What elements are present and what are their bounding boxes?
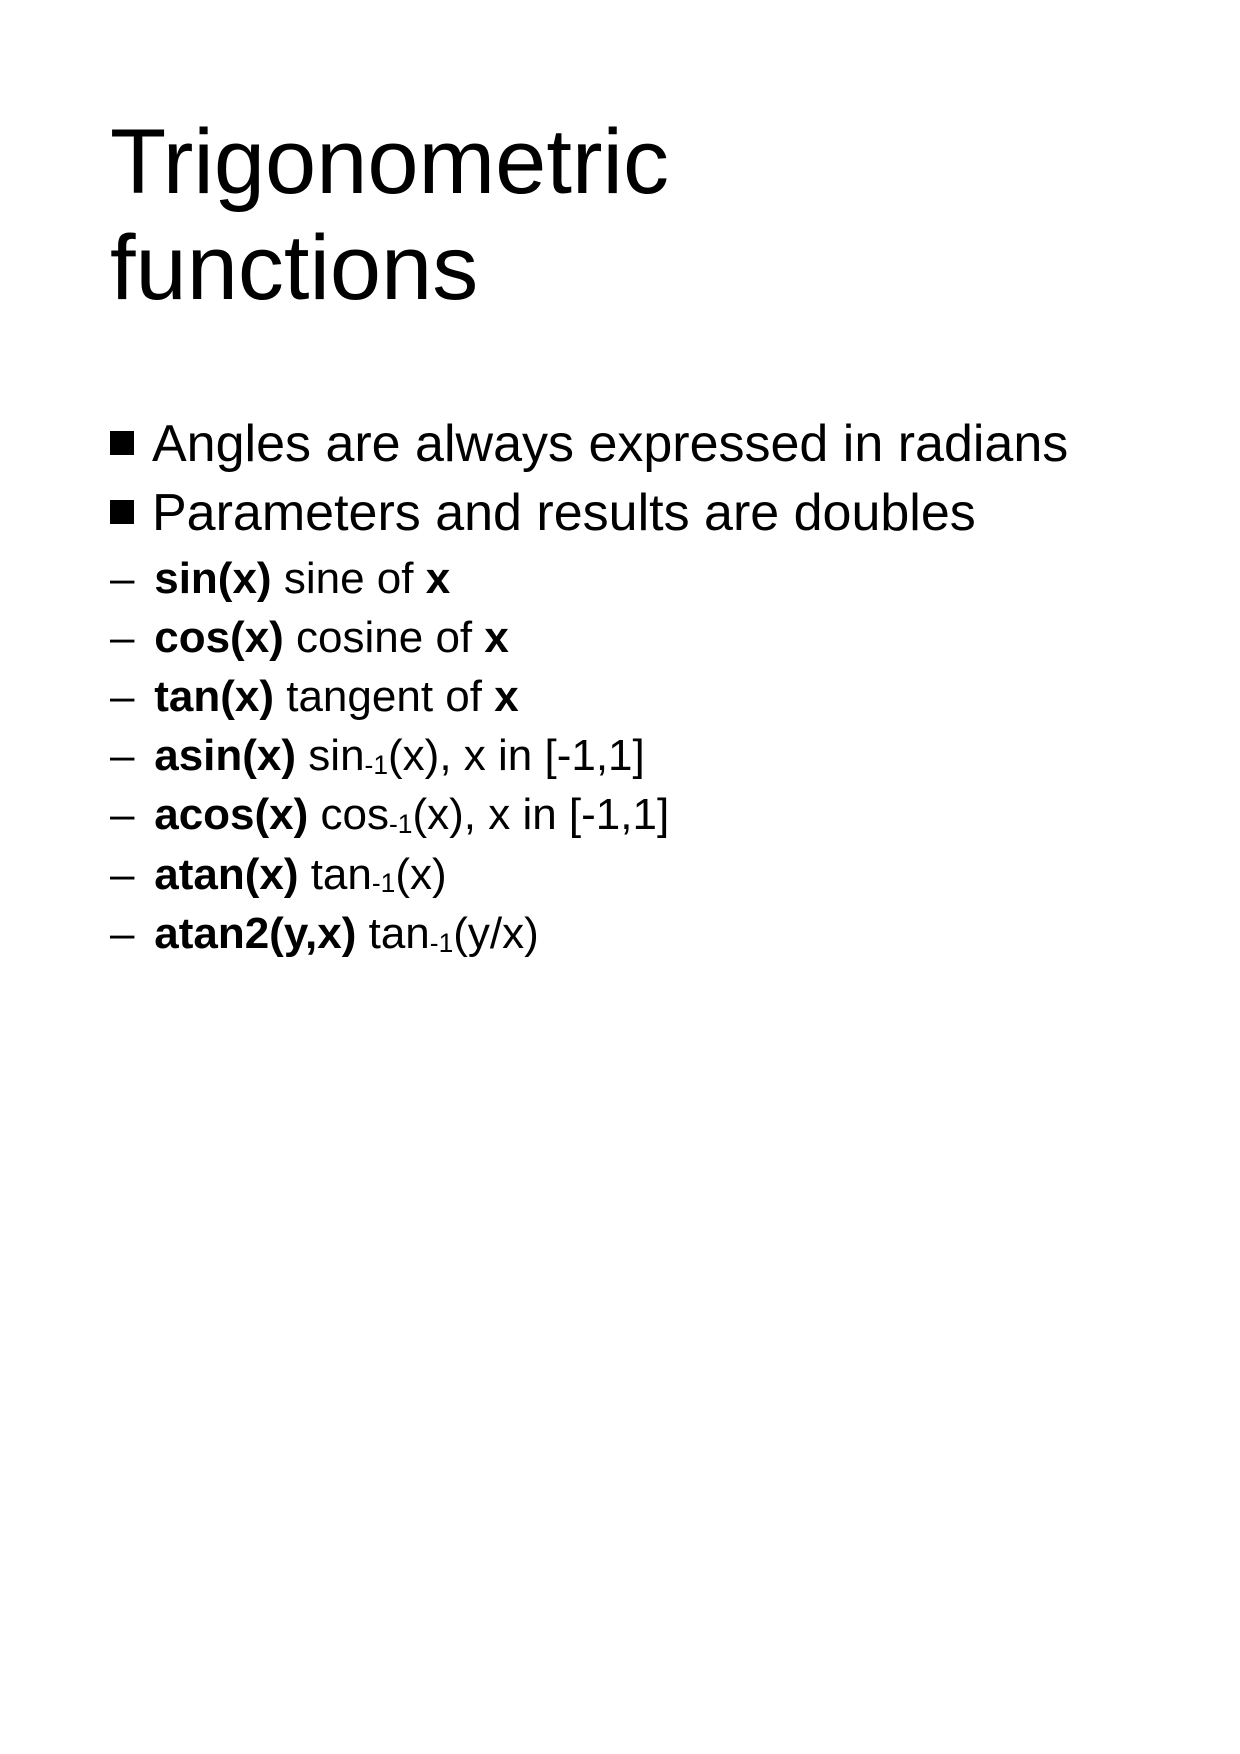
function-desc: tangent of [274,672,494,721]
function-name: atan2(y,x) [154,909,356,958]
function-item-atan2: – atan2(y,x) tan-1(y/x) [110,905,1140,962]
function-name: atan(x) [154,850,298,899]
function-desc: cosine of [284,613,485,662]
function-desc-b: (x) [395,850,446,899]
function-desc-a: tan [356,909,429,958]
function-var: x [494,672,518,721]
bullet-item-angles: Angles are always expressed in radians [110,412,1140,477]
dash-icon: – [110,550,142,607]
title-line-1: Trigonometric [110,111,669,213]
function-var: x [426,554,450,603]
square-bullet-icon [110,500,134,524]
function-name: acos(x) [154,790,308,839]
function-item-asin: – asin(x) sin-1(x), x in [-1,1] [110,727,1140,784]
function-desc-a: sin [296,731,364,780]
function-name: sin(x) [154,554,271,603]
function-desc-a: tan [298,850,371,899]
bullet-text: Angles are always expressed in radians [152,415,1068,473]
dash-icon: – [110,905,142,962]
title-line-2: functions [110,217,478,319]
function-var: x [484,613,508,662]
function-item-cos: – cos(x) cosine of x [110,609,1140,666]
square-bullet-icon [110,431,134,455]
function-desc-b: (x), x in [-1,1] [388,731,645,780]
function-desc-a: cos [308,790,389,839]
function-name: asin(x) [154,731,296,780]
subscript: -1 [365,750,388,780]
function-desc-b: (x), x in [-1,1] [412,790,669,839]
function-name: tan(x) [154,672,274,721]
function-item-atan: – atan(x) tan-1(x) [110,846,1140,903]
dash-icon: – [110,668,142,725]
dash-icon: – [110,786,142,843]
subscript: -1 [389,809,412,839]
dash-icon: – [110,846,142,903]
bullet-item-parameters: Parameters and results are doubles [110,481,1140,546]
function-desc-b: (y/x) [453,909,539,958]
dash-icon: – [110,609,142,666]
page-title: Trigonometric functions [110,110,1140,322]
dash-icon: – [110,727,142,784]
function-item-acos: – acos(x) cos-1(x), x in [-1,1] [110,786,1140,843]
function-desc: sine of [272,554,426,603]
bullet-text: Parameters and results are doubles [152,484,976,542]
subscript: -1 [430,928,453,958]
function-item-sin: – sin(x) sine of x [110,550,1140,607]
subscript: -1 [372,868,395,898]
function-name: cos(x) [154,613,284,662]
function-item-tan: – tan(x) tangent of x [110,668,1140,725]
